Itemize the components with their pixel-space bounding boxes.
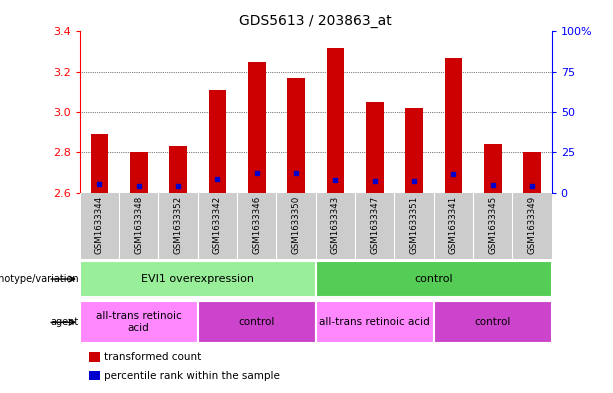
Text: percentile rank within the sample: percentile rank within the sample xyxy=(104,371,280,381)
Text: GSM1633350: GSM1633350 xyxy=(292,196,300,254)
Bar xyxy=(80,301,197,343)
Bar xyxy=(169,146,187,193)
Bar xyxy=(130,152,148,193)
Text: EVI1 overexpression: EVI1 overexpression xyxy=(141,274,254,284)
Bar xyxy=(434,301,552,343)
Bar xyxy=(484,144,501,193)
Bar xyxy=(248,62,265,193)
Bar xyxy=(208,90,226,193)
Text: GSM1633342: GSM1633342 xyxy=(213,196,222,254)
Text: transformed count: transformed count xyxy=(104,352,202,362)
Text: GSM1633349: GSM1633349 xyxy=(528,196,536,254)
Text: GSM1633352: GSM1633352 xyxy=(173,196,183,254)
Text: GSM1633346: GSM1633346 xyxy=(252,196,261,254)
Bar xyxy=(91,134,109,193)
Bar xyxy=(405,108,423,193)
Bar xyxy=(80,261,316,297)
Text: all-trans retinoic
acid: all-trans retinoic acid xyxy=(96,312,181,333)
Text: GSM1633341: GSM1633341 xyxy=(449,196,458,254)
Bar xyxy=(327,48,345,193)
Text: GSM1633351: GSM1633351 xyxy=(409,196,419,254)
Bar xyxy=(197,301,316,343)
Bar xyxy=(89,352,99,362)
Bar xyxy=(89,371,99,380)
Text: control: control xyxy=(238,317,275,327)
Text: GSM1633343: GSM1633343 xyxy=(331,196,340,254)
Text: GSM1633348: GSM1633348 xyxy=(134,196,143,254)
Bar xyxy=(316,301,434,343)
Bar xyxy=(287,78,305,193)
Text: genotype/variation: genotype/variation xyxy=(0,274,79,284)
Text: GSM1633344: GSM1633344 xyxy=(95,196,104,254)
Bar xyxy=(523,152,541,193)
Text: control: control xyxy=(474,317,511,327)
Bar xyxy=(444,58,462,193)
Bar xyxy=(316,261,552,297)
Title: GDS5613 / 203863_at: GDS5613 / 203863_at xyxy=(239,14,392,28)
Bar xyxy=(366,102,384,193)
Text: control: control xyxy=(414,274,453,284)
Text: agent: agent xyxy=(51,317,79,327)
Text: GSM1633345: GSM1633345 xyxy=(488,196,497,254)
Text: GSM1633347: GSM1633347 xyxy=(370,196,379,254)
Text: all-trans retinoic acid: all-trans retinoic acid xyxy=(319,317,430,327)
